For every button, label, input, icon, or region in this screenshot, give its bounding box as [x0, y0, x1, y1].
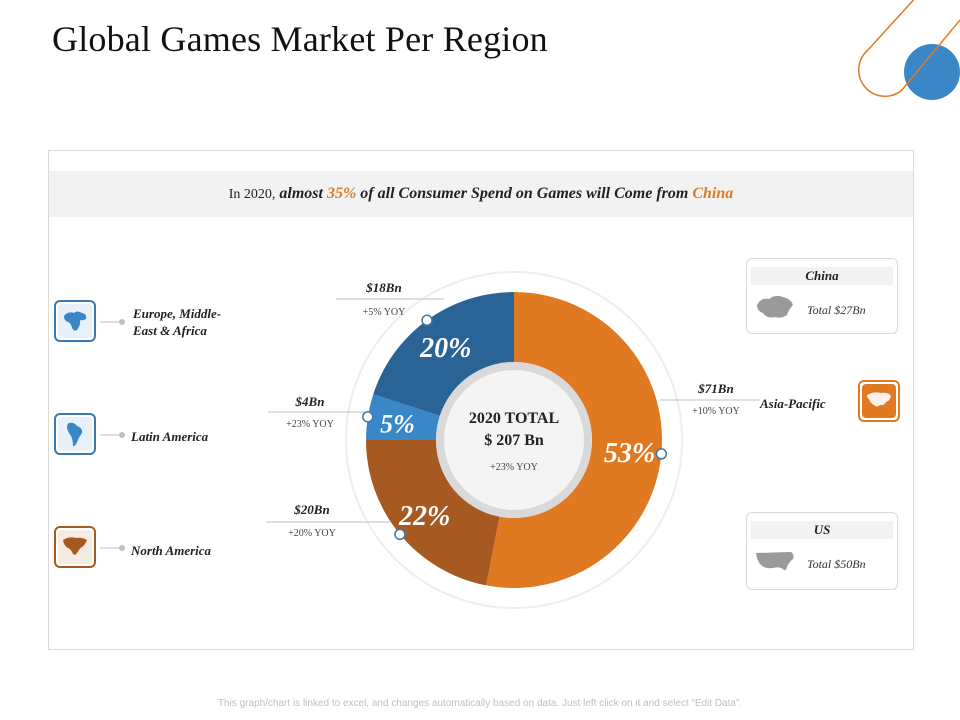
amount-label-emea: $18Bn: [366, 280, 402, 295]
headline-text-2: of all Consumer Spend on Games will Come…: [356, 185, 693, 202]
center-total-amount: $ 207 Bn: [484, 432, 544, 449]
region-icon-latam: [54, 413, 96, 455]
china-map-icon: [757, 295, 793, 318]
connector-dot-emea: [421, 314, 433, 327]
region-label-emea-line1: Europe, Middle-: [133, 306, 222, 321]
yoy-label-latam: +23% YOY: [286, 419, 334, 430]
percent-label-emea: 20%: [419, 333, 471, 364]
page-title: Global Games Market Per Region: [52, 19, 548, 59]
connector-dot-apac: [655, 448, 668, 460]
yoy-label-apac: +10% YOY: [692, 406, 740, 417]
headline-text-1: almost: [275, 185, 327, 202]
footer-note: This graph/chart is linked to excel, and…: [217, 698, 743, 709]
asia-map-icon: [867, 392, 891, 407]
amount-label-apac: $71Bn: [698, 381, 734, 396]
center-disc: [444, 370, 584, 510]
us-map-icon: [756, 552, 794, 571]
slice-emea: [373, 292, 514, 416]
card-china-header: China: [751, 267, 893, 285]
card-us: US Total $50Bn: [746, 512, 898, 590]
region-label-emea: Europe, Middle- East & Africa: [133, 305, 221, 339]
region-icon-na: [54, 526, 96, 568]
region-icon-apac: [858, 380, 900, 422]
europe-map-icon: [64, 311, 87, 331]
latin-america-map-icon: [67, 422, 83, 447]
region-label-na: North America: [131, 543, 212, 558]
connector-dot-na: [394, 528, 406, 541]
center-total-title: 2020 TOTAL: [468, 410, 560, 427]
amount-label-na: $20Bn: [294, 502, 330, 517]
amount-label-latam: $4Bn: [295, 394, 325, 409]
card-us-header: US: [751, 521, 893, 539]
headline-banner: In 2020, almost 35% of all Consumer Spen…: [49, 171, 913, 217]
center-total-yoy: +23% YOY: [490, 462, 538, 473]
headline-percent: 35%: [326, 185, 357, 202]
slice-latam: [366, 394, 440, 440]
slice-apac: [486, 292, 662, 588]
headline-country: China: [692, 185, 734, 202]
percent-label-latam: 5%: [380, 410, 415, 439]
headline-prefix: In 2020,: [228, 187, 276, 202]
card-us-total: Total $50Bn: [807, 557, 866, 571]
yoy-label-emea: +5% YOY: [362, 307, 406, 318]
decorative-circle-graphic: [858, 0, 960, 100]
percent-label-na: 22%: [398, 501, 450, 532]
region-label-latam: Latin America: [131, 429, 209, 444]
card-china: China Total $27Bn: [746, 258, 898, 334]
north-america-map-icon: [63, 537, 87, 555]
region-label-apac: Asia-Pacific: [760, 396, 826, 411]
yoy-label-na: +20% YOY: [288, 528, 336, 539]
connector-dot-latam: [362, 411, 374, 423]
slice-na: [366, 440, 500, 586]
percent-label-apac: 53%: [604, 438, 655, 469]
card-china-total: Total $27Bn: [807, 303, 866, 317]
region-icon-emea: [54, 300, 96, 342]
region-label-emea-line2: East & Africa: [133, 323, 207, 338]
